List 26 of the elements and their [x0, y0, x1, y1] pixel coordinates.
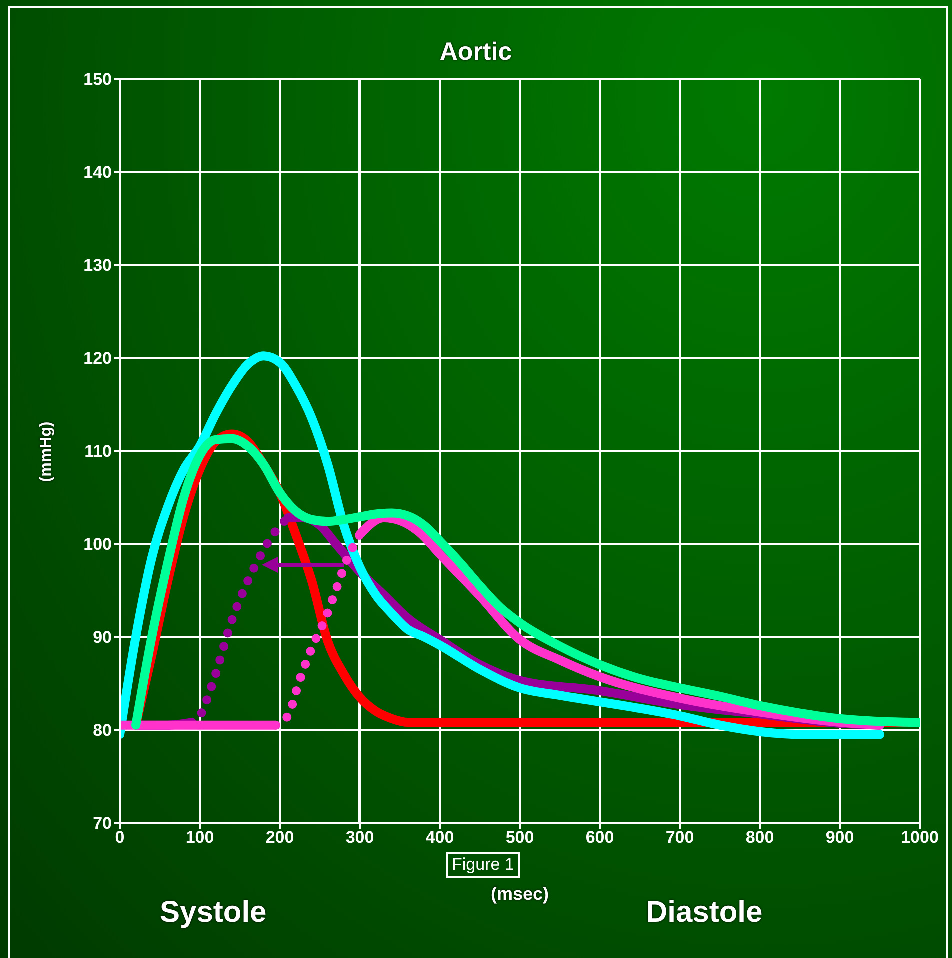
x-tick-label: 600: [586, 828, 614, 848]
y-tick-label: 130: [84, 256, 112, 276]
x-tick-label: 1000: [901, 828, 939, 848]
y-tick-label: 90: [93, 628, 112, 648]
y-tick-label: 100: [84, 535, 112, 554]
y-tick-label: 80: [93, 721, 112, 740]
y-tick-label: 150: [84, 70, 112, 90]
x-tick-label: 700: [666, 828, 694, 848]
caption: Figure 1: [446, 852, 520, 878]
text: Systole: [160, 896, 267, 930]
y-tick-label: 70: [93, 814, 112, 834]
x-tick-label: 900: [826, 828, 854, 848]
x-tick-label: 200: [266, 828, 294, 848]
text: Diastole: [646, 896, 763, 930]
x-tick-label: 0: [115, 828, 125, 848]
x-tick-label: 100: [186, 828, 214, 848]
x-tick-label: 300: [346, 828, 374, 848]
y-tick-label: 110: [84, 442, 112, 462]
y-tick-label: 120: [84, 349, 112, 368]
x-axis-title: (msec): [490, 884, 550, 904]
x-tick-label: 500: [506, 828, 534, 848]
y-tick-label: 140: [84, 163, 112, 182]
chart-title: Aortic: [438, 38, 514, 67]
x-tick-label: 800: [746, 828, 774, 848]
x-tick-label: 400: [426, 828, 454, 848]
y-axis-title: (mmHg): [38, 422, 56, 482]
